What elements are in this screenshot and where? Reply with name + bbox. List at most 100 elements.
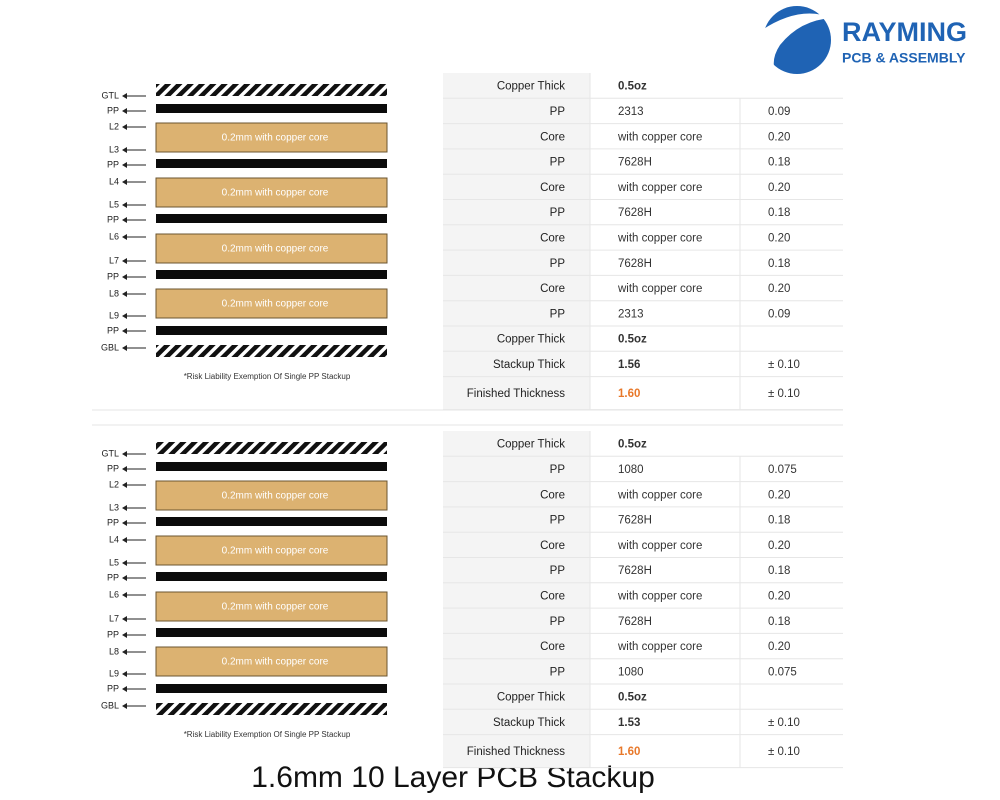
row-label: Core <box>540 131 565 143</box>
arrow-head <box>122 328 127 334</box>
row-value: 1080 <box>618 666 644 678</box>
row-label: PP <box>550 666 566 678</box>
layer-label: L5 <box>109 199 119 209</box>
core-label: 0.2mm with copper core <box>222 657 329 668</box>
layer-label: L5 <box>109 557 119 567</box>
row-value: with copper core <box>617 232 702 244</box>
layer-label: L2 <box>109 121 119 131</box>
prepreg-layer <box>156 628 387 637</box>
layer-label: L8 <box>109 288 119 298</box>
arrow-head <box>122 313 127 319</box>
layer-label: GBL <box>101 700 119 710</box>
row-thickness: 0.18 <box>768 207 790 219</box>
arrow-head <box>122 649 127 655</box>
arrow-head <box>122 686 127 692</box>
row-value: with copper core <box>617 131 702 143</box>
core-layer <box>155 288 388 319</box>
row-label: PP <box>550 565 566 577</box>
arrow-head <box>122 179 127 185</box>
row-thickness: 0.20 <box>768 540 790 552</box>
label-column <box>443 73 590 410</box>
prepreg-layer <box>156 159 387 168</box>
note: *Risk Liability Exemption Of Single PP S… <box>184 730 351 739</box>
layer-label: L9 <box>109 668 119 678</box>
arrow-head <box>122 234 127 240</box>
layer-label: PP <box>107 159 119 169</box>
copper-layer <box>156 84 387 96</box>
core-layer <box>155 122 388 153</box>
arrow-head <box>122 291 127 297</box>
copper-layer <box>156 442 387 454</box>
layer-label: L6 <box>109 589 119 599</box>
row-value: 7628H <box>618 157 652 169</box>
row-label: Finished Thickness <box>467 388 565 400</box>
row-thickness: 0.18 <box>768 157 790 169</box>
logo-tagline: PCB & ASSEMBLY <box>842 50 966 66</box>
row-label: PP <box>550 515 566 527</box>
row-value: with copper core <box>617 283 702 295</box>
row-label: PP <box>550 464 566 476</box>
layer-label: L7 <box>109 255 119 265</box>
row-value: 7628H <box>618 565 652 577</box>
row-label: Copper Thick <box>497 439 565 451</box>
row-thickness: 0.18 <box>768 515 790 527</box>
row-value: with copper core <box>617 540 702 552</box>
row-label: Copper Thick <box>497 692 565 704</box>
row-value: 1.56 <box>618 359 640 371</box>
row-label: Core <box>540 182 565 194</box>
layer-label: PP <box>107 325 119 335</box>
layer-label: L6 <box>109 231 119 241</box>
core-layer <box>155 535 388 566</box>
row-label: Stackup Thick <box>493 717 565 729</box>
arrow-head <box>122 274 127 280</box>
row-label: Core <box>540 489 565 501</box>
prepreg-layer <box>156 684 387 693</box>
core-label: 0.2mm with copper core <box>222 602 329 613</box>
layer-label: PP <box>107 517 119 527</box>
row-label: Core <box>540 540 565 552</box>
row-thickness: 0.20 <box>768 641 790 653</box>
arrow-head <box>122 632 127 638</box>
layer-label: GTL <box>101 90 119 100</box>
row-value: 7628H <box>618 616 652 628</box>
prepreg-layer <box>156 572 387 581</box>
row-thickness: ± 0.10 <box>768 359 800 371</box>
arrow-head <box>122 520 127 526</box>
layer-label: L4 <box>109 176 119 186</box>
prepreg-layer <box>156 270 387 279</box>
layer-label: PP <box>107 683 119 693</box>
row-value: 1080 <box>618 464 644 476</box>
arrow-head <box>122 671 127 677</box>
layer-label: PP <box>107 463 119 473</box>
arrow-head <box>122 482 127 488</box>
row-label: Core <box>540 232 565 244</box>
prepreg-layer <box>156 104 387 113</box>
layer-label: L8 <box>109 646 119 656</box>
row-label: Finished Thickness <box>467 746 565 758</box>
row-thickness: 0.09 <box>768 106 790 118</box>
row-value: with copper core <box>617 489 702 501</box>
core-layer <box>155 233 388 264</box>
arrow-head <box>122 93 127 99</box>
row-label: Core <box>540 283 565 295</box>
layer-label: L4 <box>109 534 119 544</box>
arrow-head <box>122 466 127 472</box>
core-label: 0.2mm with copper core <box>222 546 329 557</box>
arrow-head <box>122 592 127 598</box>
row-label: PP <box>550 616 566 628</box>
row-label: PP <box>550 258 566 270</box>
layer-label: L3 <box>109 502 119 512</box>
arrow-head <box>122 575 127 581</box>
row-value: 0.5oz <box>618 334 647 346</box>
row-thickness: 0.18 <box>768 616 790 628</box>
core-label: 0.2mm with copper core <box>222 299 329 310</box>
row-value: with copper core <box>617 590 702 602</box>
arrow-head <box>122 202 127 208</box>
row-thickness: 0.075 <box>768 666 797 678</box>
core-label: 0.2mm with copper core <box>222 244 329 255</box>
row-value: 2313 <box>618 308 644 320</box>
arrow-head <box>122 147 127 153</box>
arrow-head <box>122 560 127 566</box>
note: *Risk Liability Exemption Of Single PP S… <box>184 372 351 381</box>
prepreg-layer <box>156 462 387 471</box>
